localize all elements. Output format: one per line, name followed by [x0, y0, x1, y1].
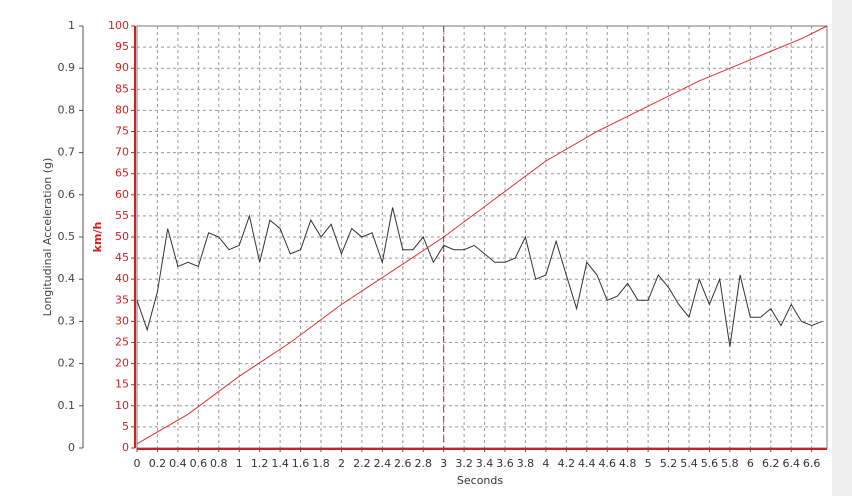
x-tick-label: 5 — [645, 457, 652, 470]
x-tick-label: 0.2 — [149, 457, 167, 470]
x-tick-label: 5.6 — [701, 457, 719, 470]
x-tick-label: 3.8 — [517, 457, 535, 470]
y2-tick-label: 85 — [115, 82, 129, 95]
x-tick-label: 2.6 — [394, 457, 412, 470]
y2-tick-label: 55 — [115, 209, 129, 222]
y2-tick-label: 70 — [115, 146, 129, 159]
y2-tick-label: 40 — [115, 272, 129, 285]
y-tick-label: 0.3 — [58, 314, 76, 327]
y-tick-label: 0 — [68, 441, 75, 454]
x-tick-label: 1.8 — [312, 457, 330, 470]
y2-tick-label: 25 — [115, 336, 129, 349]
y-tick-label: 0.2 — [58, 357, 76, 370]
y2-tick-label: 95 — [115, 40, 129, 53]
x-tick-label: 4.8 — [619, 457, 637, 470]
x-tick-label: 5.2 — [660, 457, 678, 470]
x-tick-label: 1.4 — [271, 457, 289, 470]
y-tick-label: 1 — [68, 19, 75, 32]
x-tick-label: 0.6 — [190, 457, 208, 470]
y2-axis-label: km/h — [91, 222, 104, 253]
series-line — [136, 207, 823, 347]
x-tick-label: 6.2 — [762, 457, 780, 470]
x-tick-label: 0 — [134, 457, 141, 470]
x-tick-label: 5.8 — [721, 457, 739, 470]
y2-tick-label: 80 — [115, 103, 129, 116]
x-tick-label: 3 — [440, 457, 447, 470]
y2-tick-label: 0 — [122, 441, 129, 454]
y2-tick-label: 50 — [115, 230, 129, 243]
x-tick-label: 2.8 — [414, 457, 432, 470]
y-tick-label: 0.4 — [58, 272, 76, 285]
y2-tick-label: 65 — [115, 167, 129, 180]
x-tick-label: 3.2 — [455, 457, 473, 470]
y-tick-label: 0.1 — [58, 399, 76, 412]
x-tick-label: 0.4 — [169, 457, 187, 470]
x-tick-label: 4.6 — [598, 457, 616, 470]
y2-tick-label: 90 — [115, 61, 129, 74]
x-tick-label: 1.2 — [251, 457, 269, 470]
y-tick-label: 0.7 — [58, 146, 76, 159]
x-tick-label: 0.8 — [210, 457, 228, 470]
y2-tick-label: 60 — [115, 188, 129, 201]
x-tick-label: 4.4 — [578, 457, 596, 470]
x-tick-label: 6 — [747, 457, 754, 470]
x-tick-label: 1 — [236, 457, 243, 470]
x-tick-label: 2.2 — [353, 457, 371, 470]
x-tick-label: 1.6 — [292, 457, 310, 470]
series-line — [136, 25, 828, 445]
x-tick-label: 6.4 — [782, 457, 800, 470]
y2-tick-label: 10 — [115, 399, 129, 412]
y2-tick-label: 45 — [115, 251, 129, 264]
y2-tick-label: 75 — [115, 125, 129, 138]
y-tick-label: 0.5 — [58, 230, 76, 243]
x-axis-label: Seconds — [457, 474, 503, 487]
y-tick-label: 0.6 — [58, 188, 76, 201]
x-tick-label: 3.4 — [476, 457, 494, 470]
x-tick-label: 3.6 — [496, 457, 514, 470]
y2-tick-label: 35 — [115, 293, 129, 306]
y-tick-label: 0.9 — [58, 61, 76, 74]
y-axis-label: Longitudinal Acceleration (g) — [41, 158, 54, 317]
y2-tick-label: 5 — [122, 420, 129, 433]
x-tick-label: 2 — [338, 457, 345, 470]
x-tick-label: 5.4 — [680, 457, 698, 470]
y2-tick-label: 20 — [115, 357, 129, 370]
x-tick-label: 2.4 — [374, 457, 392, 470]
x-tick-label: 4.2 — [558, 457, 576, 470]
y2-tick-label: 30 — [115, 314, 129, 327]
y-tick-label: 0.8 — [58, 103, 76, 116]
y2-tick-label: 15 — [115, 378, 129, 391]
side-panel — [832, 0, 852, 496]
x-tick-label: 4 — [542, 457, 549, 470]
y2-tick-label: 100 — [108, 19, 129, 32]
x-tick-label: 6.6 — [803, 457, 821, 470]
